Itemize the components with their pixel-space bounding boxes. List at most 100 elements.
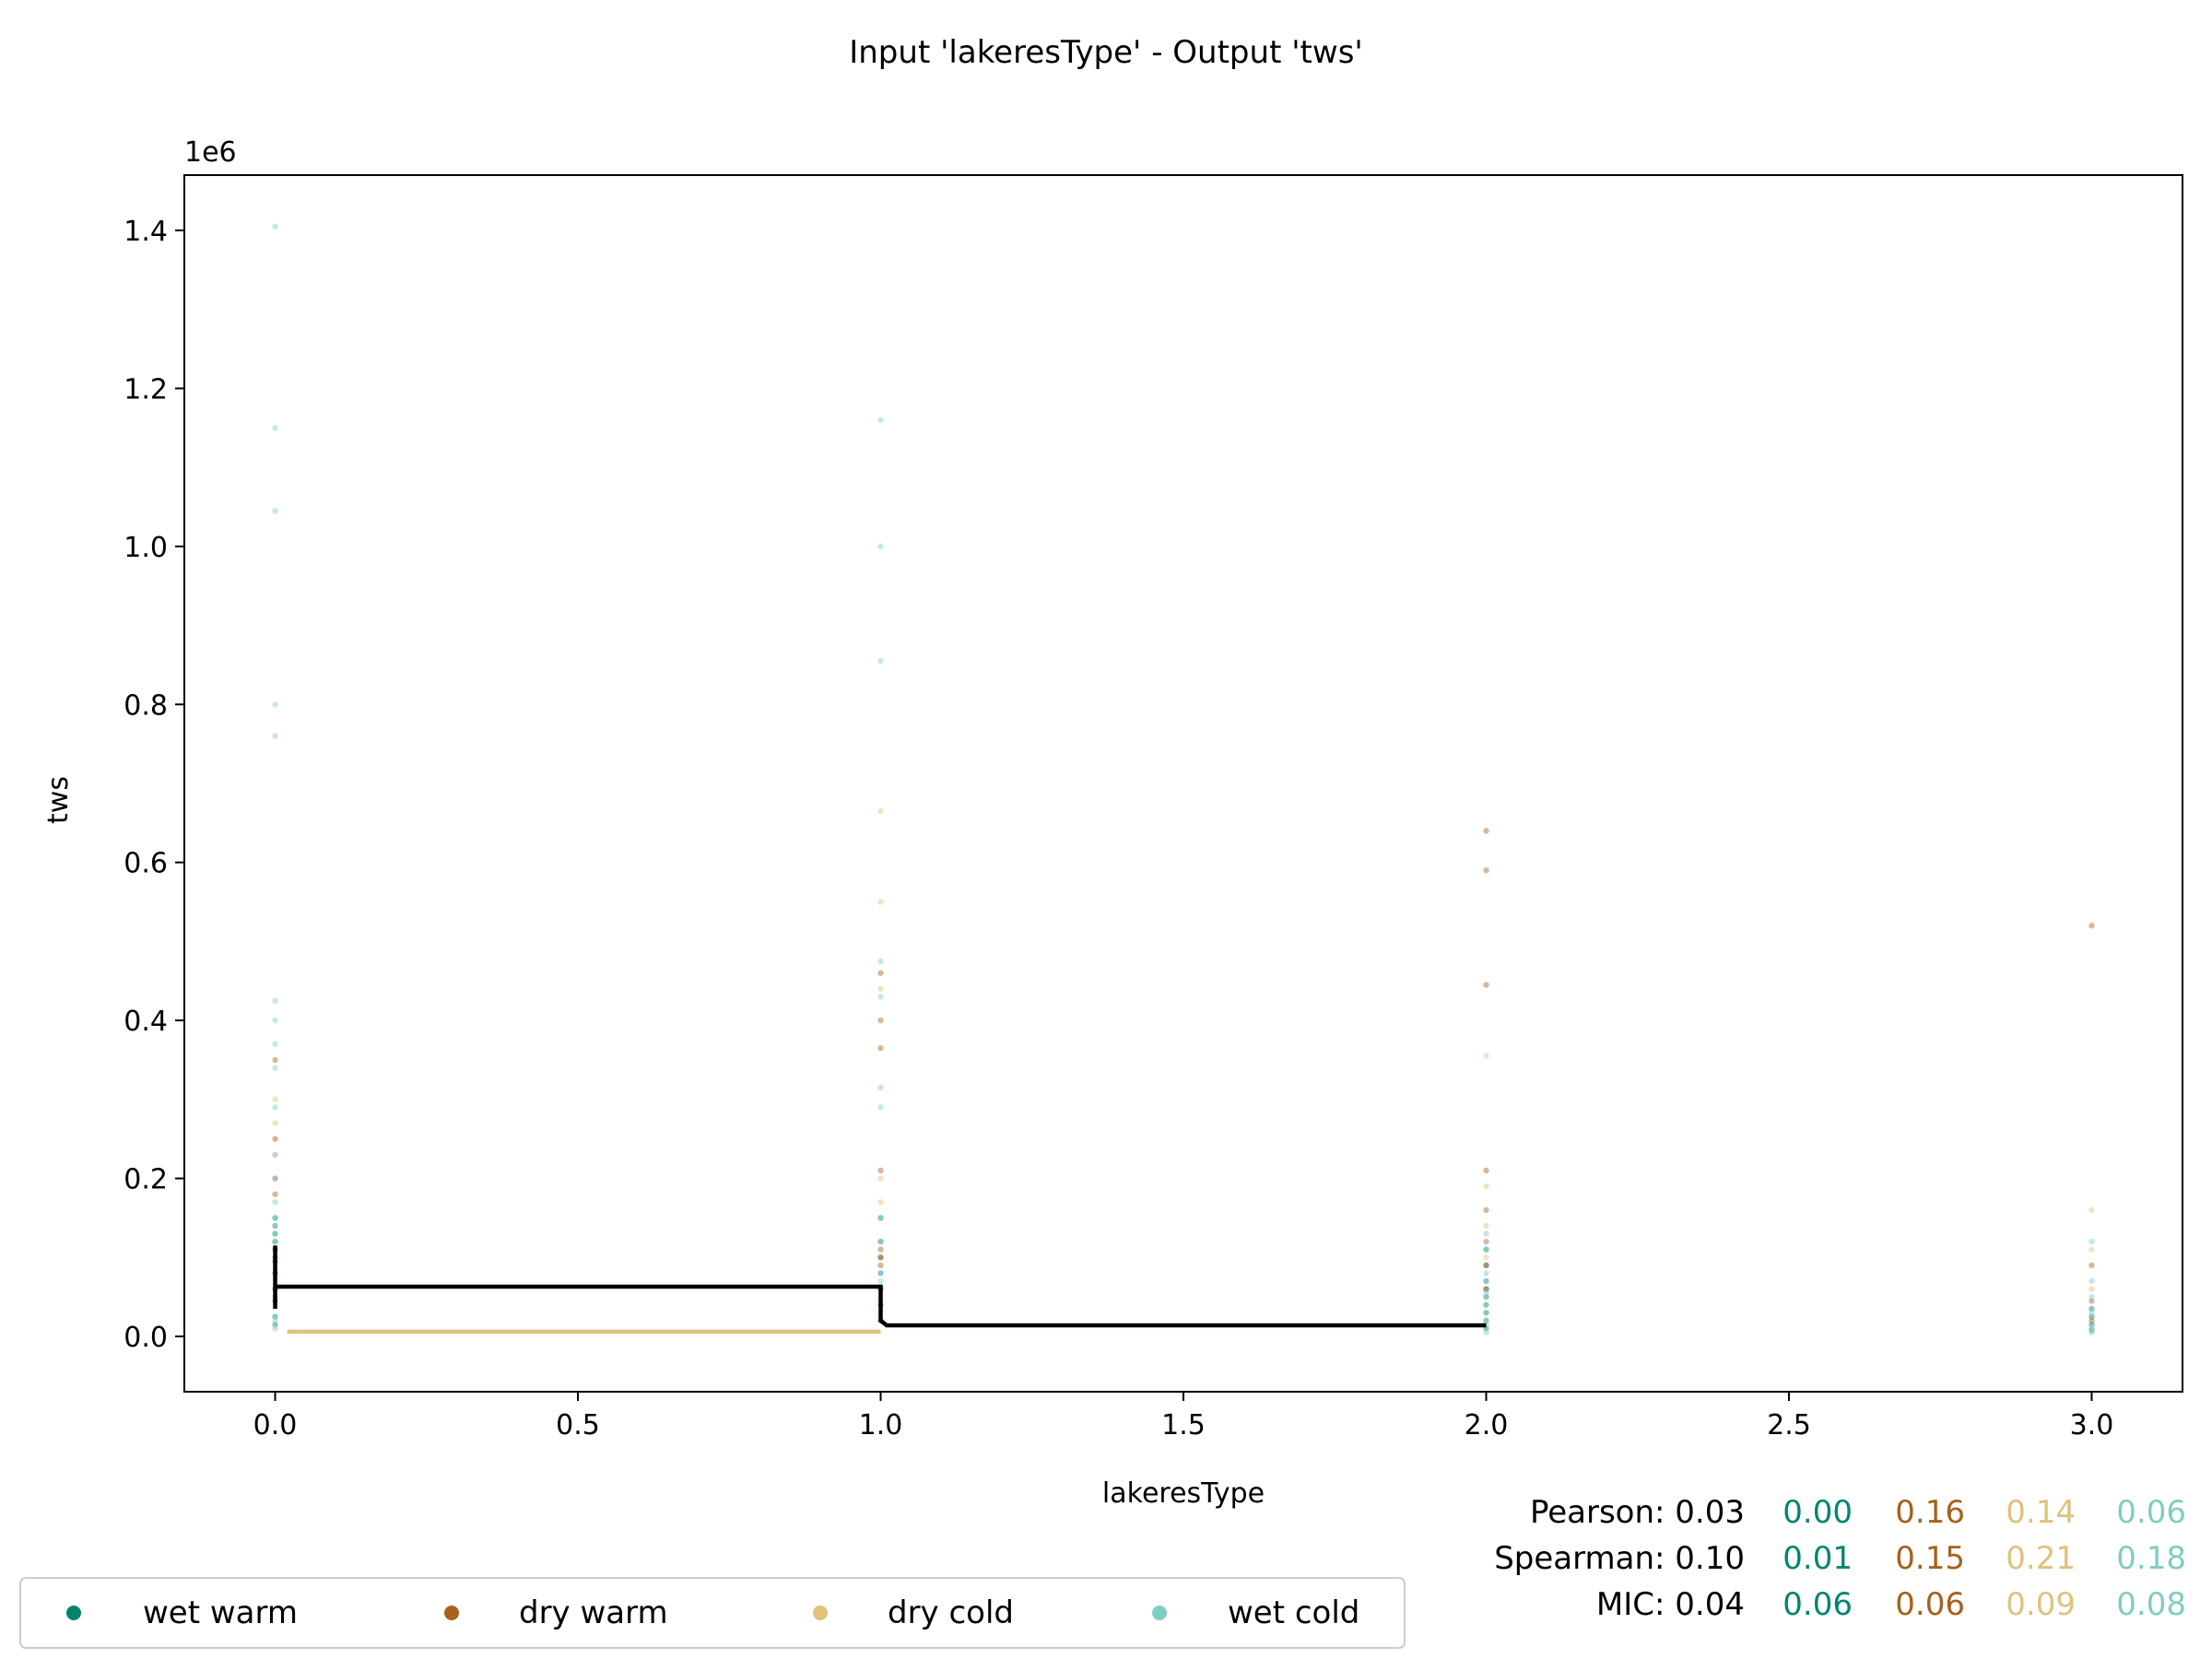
step-lines	[273, 1245, 1487, 1335]
point-3-42	[2088, 1329, 2095, 1335]
point-3-25	[877, 1104, 884, 1111]
point-0-25	[1483, 1317, 1489, 1324]
point-3-31	[1483, 1246, 1489, 1253]
point-2-7	[877, 1199, 884, 1206]
point-2-6	[877, 1175, 884, 1182]
x-axis-ticks: 0.0 0.5 1.0 1.5 2.0 2.5 3.0	[253, 1392, 2113, 1441]
point-3-11	[272, 1175, 278, 1182]
point-3-19	[877, 417, 884, 423]
point-3-10	[272, 1151, 278, 1159]
stats-value-1-2: 0.21	[2006, 1540, 2076, 1577]
point-3-0	[272, 223, 278, 229]
stats-value-2-2: 0.09	[2006, 1586, 2076, 1623]
point-3-7	[272, 1041, 278, 1048]
point-3-40	[2088, 1310, 2095, 1316]
point-1-17	[1483, 1238, 1489, 1245]
point-3-1	[272, 425, 278, 431]
point-3-32	[1483, 1270, 1489, 1277]
stats-overall-1: Spearman: 0.10	[1494, 1540, 1745, 1577]
legend-marker-0	[66, 1606, 81, 1620]
point-0-10	[272, 1321, 278, 1328]
point-3-14	[272, 1238, 278, 1245]
point-0-22	[1483, 1293, 1489, 1300]
point-1-7	[877, 1044, 884, 1052]
point-3-26	[877, 1215, 884, 1221]
point-1-16	[1483, 1206, 1489, 1214]
point-1-13	[1483, 867, 1489, 874]
point-3-20	[877, 543, 884, 550]
point-1-23	[2088, 1317, 2095, 1324]
legend-label-1: dry warm	[519, 1594, 668, 1631]
point-1-12	[1483, 828, 1489, 834]
point-3-2	[272, 508, 278, 514]
point-2-10	[1483, 1222, 1489, 1230]
point-1-3	[272, 1191, 278, 1197]
point-1-0	[272, 1056, 278, 1064]
point-3-5	[272, 997, 278, 1004]
point-0-11	[877, 1215, 884, 1221]
point-1-10	[877, 1254, 884, 1261]
point-1-15	[1483, 1167, 1489, 1174]
point-0-3	[272, 1238, 278, 1245]
point-0-29	[2088, 1321, 2095, 1328]
x-tick-label-1: 0.5	[556, 1409, 600, 1441]
point-0-23	[1483, 1301, 1489, 1308]
point-3-22	[877, 958, 884, 965]
scatter-points	[272, 223, 2095, 1335]
point-2-3	[877, 807, 884, 815]
point-1-22	[2088, 1298, 2095, 1304]
point-3-13	[272, 1215, 278, 1221]
point-0-24	[1483, 1310, 1489, 1316]
stats-value-1-0: 0.01	[1783, 1540, 1853, 1577]
correlation-stats: Pearson: 0.03 0.00 0.16 0.14 0.06 Spearman: 0…	[1494, 1494, 2186, 1623]
point-1-11	[877, 1262, 884, 1269]
point-0-2	[272, 1230, 278, 1237]
point-0-18	[1483, 1246, 1489, 1253]
y-tick-label-5: 1.0	[124, 532, 168, 564]
x-tick-label-0: 0.0	[253, 1409, 298, 1441]
stats-value-0-2: 0.14	[2006, 1494, 2076, 1531]
y-tick-label-1: 0.2	[124, 1164, 168, 1196]
point-3-17	[272, 1317, 278, 1324]
point-0-14	[877, 1270, 884, 1277]
point-3-37	[2088, 1238, 2095, 1245]
x-tick-label-3: 1.5	[1161, 1409, 1206, 1441]
point-3-4	[272, 733, 278, 739]
legend-label-3: wet cold	[1228, 1594, 1359, 1631]
legend-marker-3	[1152, 1606, 1167, 1620]
point-0-28	[2088, 1313, 2095, 1320]
point-2-13	[2088, 1246, 2095, 1253]
stats-value-2-1: 0.06	[1895, 1586, 1965, 1623]
point-0-9	[272, 1313, 278, 1320]
point-2-4	[877, 899, 884, 905]
stats-value-0-0: 0.00	[1783, 1494, 1853, 1531]
point-3-6	[272, 1017, 278, 1024]
point-3-34	[1483, 1310, 1489, 1316]
x-tick-label-2: 1.0	[859, 1409, 903, 1441]
point-0-30	[2088, 1326, 2095, 1334]
point-1-14	[1483, 982, 1489, 988]
chart-title: Input 'lakeresType' - Output 'tws'	[849, 34, 1363, 71]
point-3-23	[877, 994, 884, 1000]
point-1-21	[2088, 1262, 2095, 1269]
point-3-9	[272, 1104, 278, 1111]
point-3-8	[272, 1065, 278, 1071]
point-1-6	[877, 1017, 884, 1024]
y-tick-label-4: 0.8	[124, 689, 168, 722]
point-2-12	[2088, 1206, 2095, 1214]
point-0-12	[877, 1238, 884, 1245]
stats-overall-2: MIC: 0.04	[1596, 1586, 1745, 1623]
stats-value-1-1: 0.15	[1895, 1540, 1965, 1577]
legend: wet warm dry warm dry cold wet cold	[19, 1577, 1406, 1649]
point-1-9	[877, 1246, 884, 1253]
point-2-14	[2088, 1286, 2095, 1292]
point-3-39	[2088, 1293, 2095, 1300]
legend-marker-2	[813, 1606, 828, 1620]
point-0-0	[272, 1215, 278, 1221]
x-tick-label-4: 2.0	[1465, 1409, 1509, 1441]
step-line-0	[273, 1245, 1487, 1328]
stats-value-0-3: 0.06	[2116, 1494, 2186, 1531]
point-3-28	[877, 1277, 884, 1285]
point-1-20	[2088, 923, 2095, 929]
point-1-19	[1483, 1286, 1489, 1292]
